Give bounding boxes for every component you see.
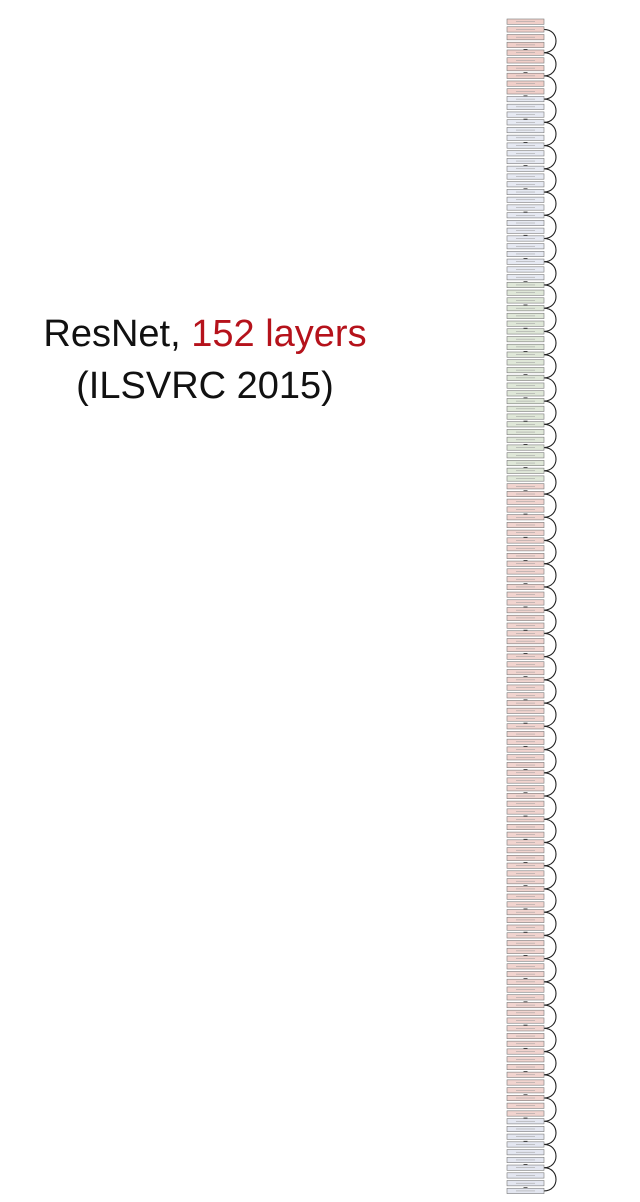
skip-connection-arc (543, 795, 557, 820)
skip-connection-arc (543, 1120, 557, 1146)
skip-connection-arc (543, 493, 557, 518)
skip-connection-arc (543, 354, 557, 379)
skip-connection-arc (543, 749, 557, 774)
skip-connection-arc (543, 586, 557, 611)
skip-connection-arc (543, 888, 557, 913)
caption-line-1: ResNet, 152 layers (0, 308, 410, 360)
skip-connection-arc (543, 865, 557, 890)
skip-connection-arc (543, 377, 557, 402)
skip-connection-arc (543, 98, 557, 123)
skip-connection-arc (543, 539, 557, 565)
skip-connection-arc (543, 516, 557, 542)
skip-connection-arc (543, 423, 557, 449)
skip-connection-arc (543, 214, 557, 240)
skip-connection-arc (543, 1004, 557, 1029)
skip-connection-arc (543, 841, 557, 867)
slide-caption: ResNet, 152 layers (ILSVRC 2015) (0, 308, 410, 412)
skip-connection-arc (543, 818, 557, 844)
skip-connection-arc (543, 121, 557, 147)
skip-connection-arc (543, 447, 557, 472)
layer-stack (506, 18, 545, 1194)
skip-connection-arc (543, 609, 557, 634)
skip-connection-arc (543, 656, 557, 681)
skip-connection-arc (543, 470, 557, 495)
layer-count-highlight: 152 layers (191, 313, 367, 355)
skip-connection-arc (543, 1027, 557, 1053)
skip-connections (523, 28, 557, 1192)
skip-connection-arc (543, 168, 557, 193)
skip-connection-arc (543, 1074, 557, 1099)
skip-connection-arc (543, 52, 557, 77)
skip-connection-arc (543, 237, 557, 263)
skip-connection-arc (543, 679, 557, 704)
skip-connection-arc (543, 1051, 557, 1076)
skip-connection-arc (543, 145, 557, 170)
skip-connection-arc (543, 191, 557, 216)
skip-connection-arc (543, 284, 557, 309)
skip-connection-arc (543, 28, 557, 54)
skip-connection-arc (543, 911, 557, 936)
skip-connection-arc (543, 307, 557, 332)
skip-connection-arc (543, 400, 557, 425)
skip-connection-arc (543, 772, 557, 797)
skip-connection-arc (543, 1167, 557, 1192)
skip-connection-arc (543, 632, 557, 658)
competition-label: (ILSVRC 2015) (76, 365, 334, 407)
skip-connection-arc (543, 1143, 557, 1169)
skip-connection-arc (543, 1097, 557, 1122)
skip-connection-arc (543, 702, 557, 727)
skip-connection-arc (543, 725, 557, 751)
skip-connection-arc (543, 981, 557, 1006)
skip-connection-arc (543, 75, 557, 100)
skip-connection-arc (543, 934, 557, 960)
skip-connection-arc (543, 261, 557, 286)
skip-connection-arc (543, 563, 557, 588)
skip-connection-arc (543, 330, 557, 356)
skip-connection-arc (543, 958, 557, 983)
model-name: ResNet, (43, 313, 181, 355)
